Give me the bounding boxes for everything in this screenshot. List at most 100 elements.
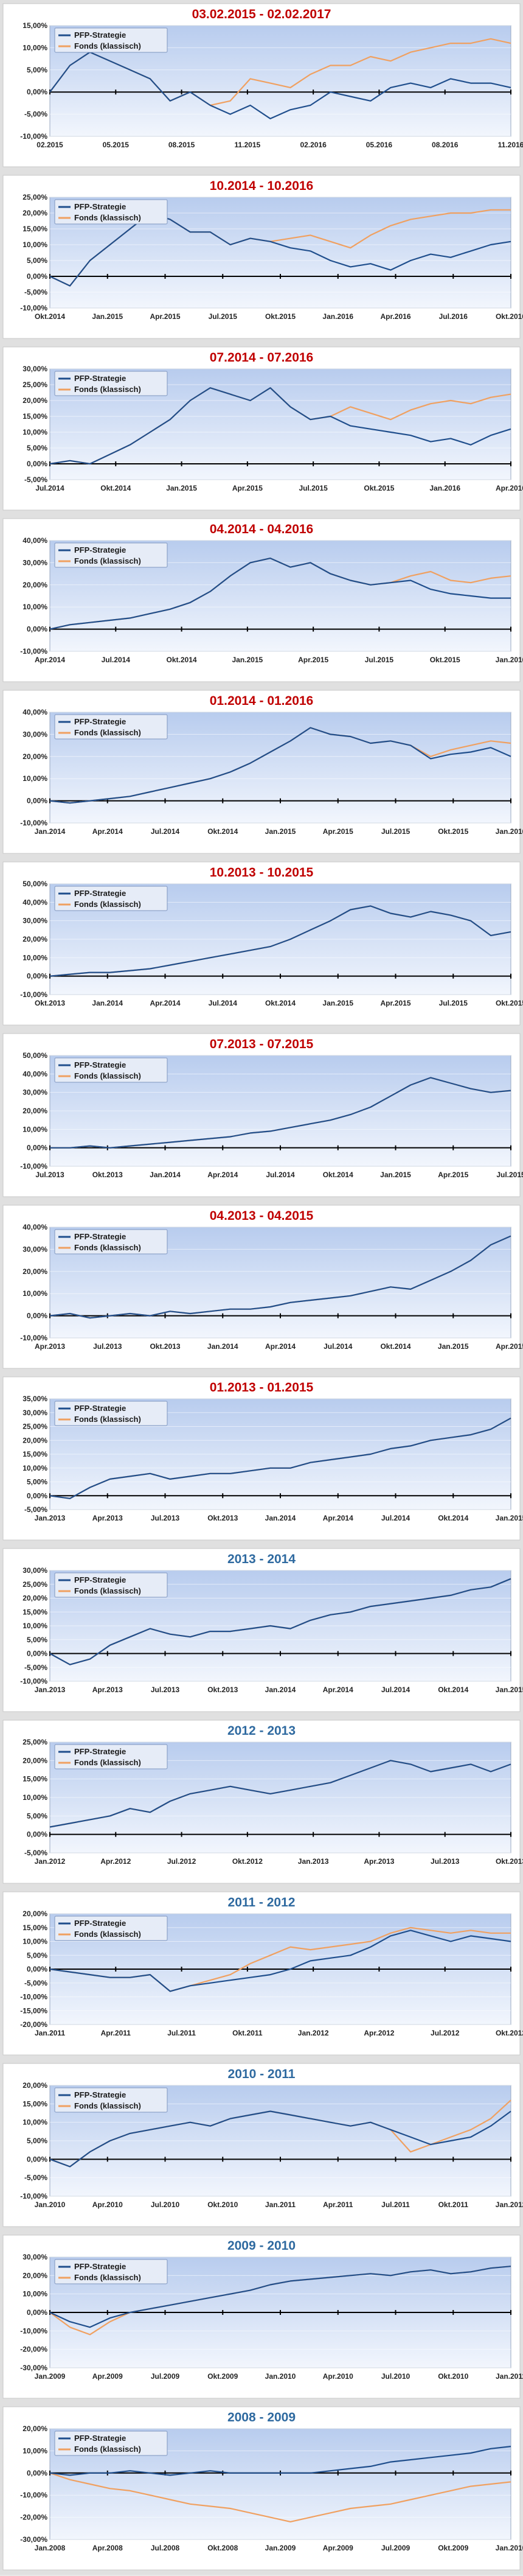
y-tick-label: -10,00% [20,2192,47,2200]
y-tick-label: 30,00% [23,1409,47,1417]
x-tick-label: Apr.2015 [438,1171,468,1179]
x-tick-label: Okt.2015 [364,484,394,492]
x-tick-label: Apr.2014 [323,1685,353,1694]
x-tick-label: Apr.2014 [150,999,180,1007]
x-tick-label: Jul.2011 [167,2029,196,2037]
x-tick-label: Okt.2014 [167,656,197,664]
x-tick-label: Jul.2016 [439,312,468,321]
y-tick-label: -10,00% [20,1677,47,1685]
y-tick-label: -5,00% [24,2174,47,2182]
y-tick-label: 0,00% [27,797,47,805]
x-tick-label: Jul.2015 [496,1171,523,1179]
y-tick-label: 10,00% [23,428,47,436]
chart-panel: 2008 - 2009 20,00% 10,00% 0,00% -10,00% -20,0… [0,2403,523,2575]
x-tick-label: Jan.2010 [496,2544,523,2552]
x-tick-label: Jan.2012 [298,2029,329,2037]
series-line-strategy [49,2446,511,2476]
y-tick-label: 5,00% [27,66,47,74]
x-tick-label: Apr.2010 [323,2372,353,2381]
x-tick-label: Jul.2015 [209,312,238,321]
y-tick-label: 20,00% [23,396,47,405]
legend-label-strategy: PFP-Strategie [74,374,126,383]
x-tick-label: Apr.2015 [298,656,328,664]
x-tick-label: Okt.2014 [265,999,296,1007]
y-tick-label: 10,00% [23,1793,47,1802]
x-tick-label: Okt.2014 [207,827,238,836]
y-tick-label: 10,00% [23,603,47,611]
x-tick-label: Jan.2014 [35,827,66,836]
y-tick-label: 20,00% [23,1909,47,1918]
y-tick-label: 10,00% [23,1937,47,1946]
y-tick-label: 10,00% [23,1464,47,1472]
chart-svg: 01.2014 - 01.2016 40,00% 30,00% 20,00% 10,00… [0,687,523,858]
y-tick-label: -5,00% [24,1849,47,1857]
x-tick-label: Apr.2015 [380,999,410,1007]
y-tick-label: -10,00% [20,132,47,141]
y-tick-label: 20,00% [23,2424,47,2433]
x-tick-label: Okt.2010 [438,2372,468,2381]
x-tick-label: Jul.2013 [93,1342,122,1351]
y-tick-label: 20,00% [23,209,47,217]
chart-svg: 2012 - 2013 25,00% 20,00% 15,00% 10,00% 5,00%… [0,1717,523,1888]
y-tick-label: 10,00% [23,2446,47,2455]
x-tick-label: Jul.2013 [431,1857,460,1866]
x-tick-label: Okt.2011 [232,2029,263,2037]
chart-svg: 10.2013 - 10.2015 50,00% 40,00% 30,00% 20,00… [0,858,523,1030]
y-tick-label: 25,00% [23,193,47,201]
legend-label-strategy: PFP-Strategie [74,1919,126,1928]
legend [54,886,168,911]
y-tick-label: 10,00% [23,953,47,962]
y-tick-label: 0,00% [27,1965,47,1973]
x-tick-label: Apr.2013 [364,1857,394,1866]
x-tick-label: Jul.2014 [381,1514,410,1522]
y-tick-label: 20,00% [23,1594,47,1603]
y-tick-label: 0,00% [27,1830,47,1839]
chart-panel: 01.2013 - 01.2015 35,00% 30,00% 25,00% 20,00… [0,1373,523,1545]
y-tick-label: 10,00% [23,1125,47,1133]
legend-label-strategy: PFP-Strategie [74,2262,126,2271]
y-tick-label: 0,00% [27,2308,47,2317]
x-tick-label: Okt.2009 [207,2372,238,2381]
x-tick-label: Jan.2015 [496,1685,523,1694]
legend-label-fund: Fonds (klassisch) [74,1243,141,1252]
x-tick-label: Jan.2012 [496,2200,523,2209]
legend-label-fund: Fonds (klassisch) [74,1071,141,1080]
y-tick-label: -10,00% [20,2326,47,2335]
chart-title: 04.2014 - 04.2016 [210,522,313,536]
x-tick-label: Apr.2016 [496,484,523,492]
legend [54,199,168,225]
y-tick-label: 35,00% [23,1395,47,1403]
series-line-strategy [49,212,511,287]
x-tick-label: Jul.2015 [381,827,410,836]
x-tick-label: Apr.2015 [323,827,353,836]
y-tick-label: -5,00% [24,110,47,119]
y-tick-label: 20,00% [23,752,47,761]
y-tick-label: 15,00% [23,1608,47,1616]
x-tick-label: Jan.2013 [35,1514,66,1522]
x-tick-label: Apr.2013 [92,1514,123,1522]
y-tick-label: -5,00% [24,1505,47,1514]
x-tick-label: Apr.2013 [35,1342,65,1351]
x-tick-label: Jan.2015 [232,656,263,664]
y-tick-label: 40,00% [23,898,47,906]
legend-label-fund: Fonds (klassisch) [74,1930,141,1939]
legend-label-fund: Fonds (klassisch) [74,213,141,222]
y-tick-label: 5,00% [27,1636,47,1644]
y-tick-label: 10,00% [23,2290,47,2298]
x-tick-label: Jul.2012 [431,2029,460,2037]
x-tick-label: Jan.2016 [496,656,523,664]
legend-label-strategy: PFP-Strategie [74,1747,126,1756]
y-tick-label: 30,00% [23,558,47,567]
legend-label-strategy: PFP-Strategie [74,1575,126,1584]
x-tick-label: 08.2016 [432,141,459,149]
chart-title: 04.2013 - 04.2015 [210,1209,314,1223]
x-tick-label: Apr.2008 [92,2544,123,2552]
series-line-strategy [49,387,511,465]
x-tick-label: Jan.2012 [35,1857,66,1866]
chart-svg: 2008 - 2009 20,00% 10,00% 0,00% -10,00% -20,0… [0,2403,523,2575]
x-tick-label: Jul.2012 [167,1857,196,1866]
chart-panel: 04.2014 - 04.2016 40,00% 30,00% 20,00% 10,00… [0,515,523,687]
y-tick-label: 5,00% [27,256,47,265]
x-tick-label: Apr.2009 [323,2544,353,2552]
x-tick-label: Okt.2014 [438,1685,468,1694]
